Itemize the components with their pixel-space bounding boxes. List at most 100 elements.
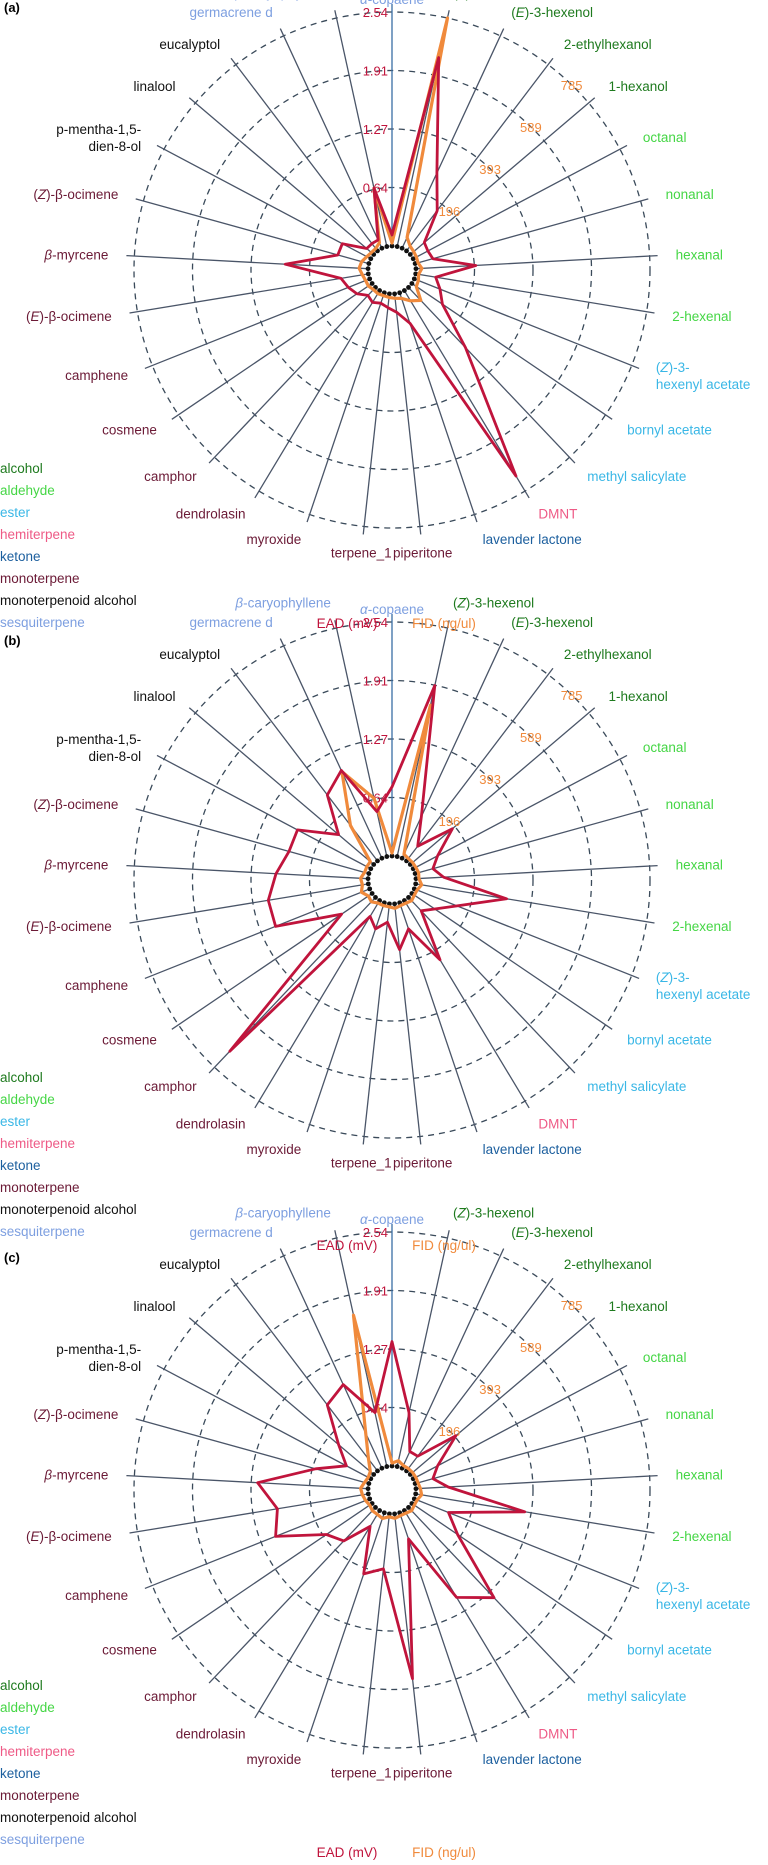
- compound-label-line: dendrolasin: [176, 1116, 246, 1131]
- spoke-origin-dot: [404, 248, 409, 254]
- compound-label-z-3-hexenyl-acetate: (Z)-3- hexenyl acetate: [656, 1580, 751, 1612]
- compound-label-line: β-myrcene: [43, 1468, 108, 1483]
- compound-label-cosmene: cosmene: [102, 1032, 157, 1047]
- compound-label-line: 1-hexanol: [608, 79, 667, 94]
- compound-label-line: camphor: [144, 1689, 197, 1704]
- spoke-axis: [415, 1493, 655, 1534]
- spoke-origin-dot: [369, 281, 375, 286]
- spoke-origin-dot: [371, 862, 377, 867]
- compound-label-2-hexenal: 2-hexenal: [672, 919, 731, 934]
- compound-label-lavender-lactone: lavender lactone: [483, 1752, 582, 1767]
- compound-label-terpene-1: terpene_1: [331, 1765, 392, 1780]
- spoke-origin-dot: [392, 291, 397, 297]
- spoke-origin-dot: [367, 886, 373, 892]
- spoke-axis: [411, 892, 613, 1030]
- spoke-axis: [393, 1513, 422, 1755]
- compound-label-caryophyllene: β-caryophyllene: [234, 0, 331, 1]
- compound-label-myrcene: β-myrcene: [43, 1468, 108, 1483]
- compound-label-1-hexanol: 1-hexanol: [608, 79, 667, 94]
- compound-label-line: camphene: [65, 978, 128, 993]
- spoke-origin-dot: [365, 1486, 371, 1492]
- legend-item: ester: [0, 505, 31, 520]
- spoke-axis: [415, 883, 655, 924]
- spoke-axis: [414, 1418, 649, 1485]
- compound-label-line: hexanal: [676, 858, 723, 873]
- spoke-origin-dot: [384, 1464, 390, 1469]
- compound-label-e-ocimene: (E)-β-ocimene: [26, 919, 112, 934]
- spoke-origin-dot: [399, 855, 405, 861]
- compound-label-camphor: camphor: [144, 469, 197, 484]
- fid-series-line: [357, 16, 450, 303]
- series-legend: EAD (mV) FID (ng/ul): [317, 1238, 476, 1253]
- compound-label-line: p-mentha-1,5-: [56, 1342, 141, 1357]
- panel-label: (b): [4, 633, 21, 648]
- spoke-origin-dot: [379, 245, 385, 251]
- spoke-axis: [306, 902, 385, 1133]
- compound-label-line: dendrolasin: [176, 506, 246, 521]
- compound-label-line: (E)-β-ocimene: [26, 919, 112, 934]
- ead-tick-label: 1.27: [363, 732, 388, 747]
- compound-label-line: hexenyl acetate: [656, 1597, 751, 1612]
- compound-label-line: 2-ethylhexanol: [564, 1257, 652, 1272]
- compound-label-z-ocimene: (Z)-β-ocimene: [33, 187, 118, 202]
- spoke-axis: [171, 1502, 373, 1640]
- compound-label-line: camphor: [144, 1079, 197, 1094]
- spoke-origin-dot: [406, 1505, 411, 1510]
- compound-label-methyl-salicylate: methyl salicylate: [587, 1079, 686, 1094]
- spoke-axis: [408, 896, 576, 1074]
- spoke-axis: [415, 1474, 658, 1490]
- compound-label-octanal: octanal: [643, 1350, 687, 1365]
- compound-label-camphor: camphor: [144, 1689, 197, 1704]
- spoke-origin-dot: [389, 853, 395, 859]
- spoke-origin-dot: [367, 276, 373, 282]
- compound-label-e-3-hexenol: (E)-3-hexenol: [511, 1225, 593, 1240]
- spoke-axis: [126, 1474, 369, 1490]
- compound-label-germacrene-d: germacrene d: [189, 615, 272, 630]
- compound-label-line: linalool: [134, 689, 176, 704]
- spoke-origin-dot: [379, 855, 385, 861]
- compound-label-line: cosmene: [102, 1642, 157, 1657]
- compound-label-line: lavender lactone: [483, 1752, 582, 1767]
- spoke-origin-dot: [413, 876, 419, 882]
- compound-label-z-ocimene: (Z)-β-ocimene: [33, 1407, 118, 1422]
- spoke-axis: [414, 888, 640, 980]
- spoke-axis: [171, 282, 373, 420]
- compound-label-eucalyptol: eucalyptol: [159, 1257, 220, 1272]
- compound-label-line: (Z)-3-: [656, 360, 690, 375]
- compound-label-line: germacrene d: [189, 1225, 272, 1240]
- compound-label-line: hexenyl acetate: [656, 987, 751, 1002]
- ead-legend-label: EAD (mV): [317, 1238, 378, 1253]
- compound-label-linalool: linalool: [134, 1299, 176, 1314]
- compound-label-line: lavender lactone: [483, 1142, 582, 1157]
- spoke-origin-dot: [366, 1481, 372, 1486]
- spoke-origin-dot: [384, 244, 390, 249]
- compound-label-line: cosmene: [102, 422, 157, 437]
- fid-tick-label: 785: [561, 78, 583, 93]
- spoke-axis: [396, 1230, 450, 1467]
- ead-series-line: [283, 56, 518, 478]
- compound-label-line: methyl salicylate: [587, 1689, 686, 1704]
- ead-tick-label: 1.27: [363, 1342, 388, 1357]
- legend-item: alcohol: [0, 1678, 43, 1693]
- compound-label-2-ethylhexanol: 2-ethylhexanol: [564, 1257, 652, 1272]
- fid-legend-label: FID (ng/ul): [412, 1238, 476, 1253]
- compound-label-line: piperitone: [393, 1765, 452, 1780]
- panel-label: (c): [4, 1250, 20, 1265]
- spoke-origin-dot: [409, 281, 415, 286]
- fid-tick-label: 196: [439, 204, 461, 219]
- compound-label-linalool: linalool: [134, 79, 176, 94]
- spoke-origin-dot: [411, 276, 417, 282]
- fid-legend-label: FID (ng/ul): [412, 616, 476, 631]
- compound-label-line: 1-hexanol: [608, 1299, 667, 1314]
- spoke-axis: [144, 888, 370, 980]
- compound-label-dmnt: DMNT: [538, 1726, 577, 1741]
- legend-item: ester: [0, 1114, 31, 1129]
- compound-label-line: camphene: [65, 368, 128, 383]
- spoke-origin-dot: [369, 891, 375, 896]
- compound-label-line: DMNT: [538, 1116, 577, 1131]
- compound-label-line: methyl salicylate: [587, 469, 686, 484]
- spoke-origin-dot: [413, 271, 419, 277]
- spoke-origin-dot: [413, 1486, 419, 1492]
- legend-item: alcohol: [0, 461, 43, 476]
- fid-tick-label: 393: [479, 162, 501, 177]
